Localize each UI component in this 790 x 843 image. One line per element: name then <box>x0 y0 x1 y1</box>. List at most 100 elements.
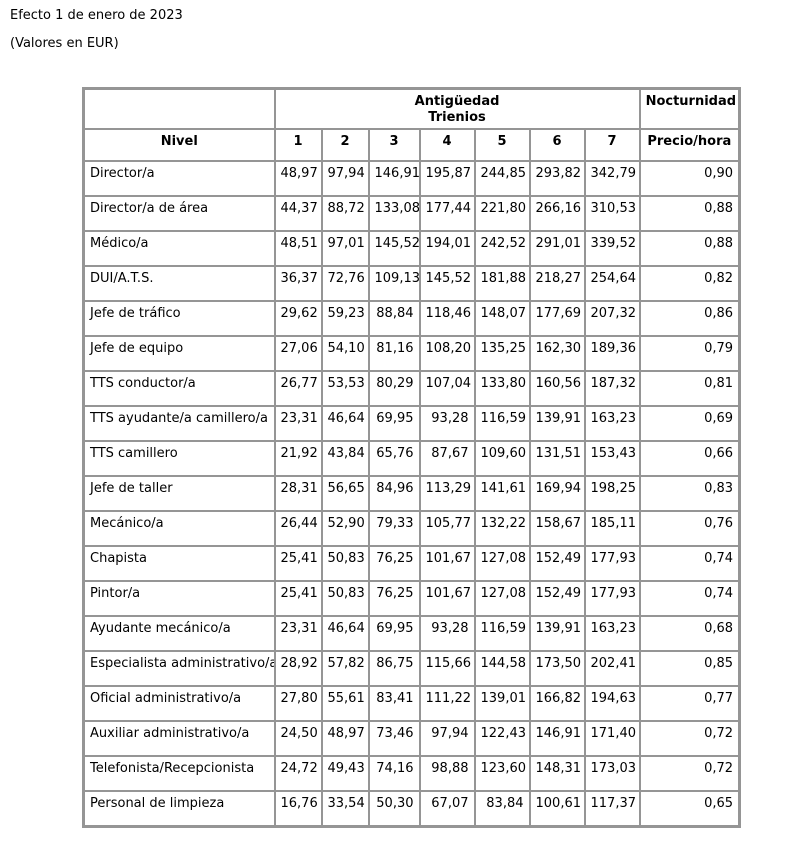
precio-hora-cell: 0,72 <box>638 755 741 793</box>
table-row: Auxiliar administrativo/a 24,50 48,97 73,46… <box>82 720 741 758</box>
trienio-value-cell: 187,32 <box>583 370 641 408</box>
trienio-value-cell: 173,50 <box>528 650 586 688</box>
trienio-value-cell: 113,29 <box>418 475 476 513</box>
precio-hora-cell: 0,90 <box>638 160 741 198</box>
table-row: Médico/a 48,51 97,01 145,52 194,01 242,52 291,… <box>82 230 741 268</box>
trienio-value-cell: 177,44 <box>418 195 476 233</box>
trienio-value-cell: 28,92 <box>273 650 323 688</box>
precio-hora-cell: 0,82 <box>638 265 741 303</box>
trienio-value-cell: 84,96 <box>367 475 421 513</box>
trienio-value-cell: 97,94 <box>418 720 476 758</box>
trienio-value-cell: 116,59 <box>473 405 531 443</box>
nivel-cell: Oficial administrativo/a <box>82 685 276 723</box>
trienio-value-cell: 27,06 <box>273 335 323 373</box>
table-row: Personal de limpieza 16,76 33,54 50,30 67,07… <box>82 790 741 828</box>
precio-hora-cell: 0,88 <box>638 230 741 268</box>
trienio-col-header-5: 5 <box>473 128 531 163</box>
nivel-cell: Personal de limpieza <box>82 790 276 828</box>
nivel-cell: Jefe de taller <box>82 475 276 513</box>
trienio-value-cell: 25,41 <box>273 580 323 618</box>
trienio-value-cell: 133,08 <box>367 195 421 233</box>
trienio-value-cell: 166,82 <box>528 685 586 723</box>
table-row: Pintor/a 25,41 50,83 76,25 101,67 127,08 152,4… <box>82 580 741 618</box>
trienio-value-cell: 118,46 <box>418 300 476 338</box>
precio-hora-cell: 0,81 <box>638 370 741 408</box>
trienio-value-cell: 86,75 <box>367 650 421 688</box>
trienio-value-cell: 133,80 <box>473 370 531 408</box>
trienio-value-cell: 43,84 <box>320 440 370 478</box>
precio-hora-cell: 0,69 <box>638 405 741 443</box>
trienio-value-cell: 185,11 <box>583 510 641 548</box>
trienio-value-cell: 21,92 <box>273 440 323 478</box>
trienio-value-cell: 109,13 <box>367 265 421 303</box>
precio-hora-cell: 0,72 <box>638 720 741 758</box>
trienio-value-cell: 146,91 <box>367 160 421 198</box>
trienio-value-cell: 107,04 <box>418 370 476 408</box>
trienio-value-cell: 98,88 <box>418 755 476 793</box>
nivel-header: Nivel <box>82 128 276 163</box>
trienio-value-cell: 108,20 <box>418 335 476 373</box>
trienio-value-cell: 181,88 <box>473 265 531 303</box>
trienio-value-cell: 202,41 <box>583 650 641 688</box>
precio-hora-cell: 0,68 <box>638 615 741 653</box>
trienio-value-cell: 132,22 <box>473 510 531 548</box>
table-row: Jefe de equipo 27,06 54,10 81,16 108,20 135,2… <box>82 335 741 373</box>
trienio-value-cell: 24,72 <box>273 755 323 793</box>
trienio-value-cell: 293,82 <box>528 160 586 198</box>
precio-hora-cell: 0,86 <box>638 300 741 338</box>
trienio-value-cell: 25,41 <box>273 545 323 583</box>
trienio-value-cell: 131,51 <box>528 440 586 478</box>
trienio-value-cell: 221,80 <box>473 195 531 233</box>
trienio-value-cell: 194,63 <box>583 685 641 723</box>
trienio-col-header-1: 1 <box>273 128 323 163</box>
table-row: Director/a de área 44,37 88,72 133,08 177,44… <box>82 195 741 233</box>
trienio-value-cell: 123,60 <box>473 755 531 793</box>
trienio-value-cell: 266,16 <box>528 195 586 233</box>
trienio-value-cell: 55,61 <box>320 685 370 723</box>
salary-table: Antigüedad Trienios Nocturnidad Nivel 1 … <box>82 86 742 828</box>
trienio-value-cell: 109,60 <box>473 440 531 478</box>
trienio-value-cell: 29,62 <box>273 300 323 338</box>
trienio-value-cell: 177,93 <box>583 545 641 583</box>
precio-hora-cell: 0,88 <box>638 195 741 233</box>
table-row: Jefe de taller 28,31 56,65 84,96 113,29 141,6… <box>82 475 741 513</box>
table-row: DUI/A.T.S. 36,37 72,76 109,13 145,52 181,88 21… <box>82 265 741 303</box>
trienio-value-cell: 163,23 <box>583 615 641 653</box>
nivel-cell: Auxiliar administrativo/a <box>82 720 276 758</box>
trienio-value-cell: 242,52 <box>473 230 531 268</box>
nivel-cell: Director/a <box>82 160 276 198</box>
trienio-value-cell: 50,30 <box>367 790 421 828</box>
nivel-cell: Telefonista/Recepcionista <box>82 755 276 793</box>
trienio-value-cell: 27,80 <box>273 685 323 723</box>
trienio-value-cell: 139,91 <box>528 615 586 653</box>
trienio-value-cell: 52,90 <box>320 510 370 548</box>
trienio-value-cell: 16,76 <box>273 790 323 828</box>
trienio-value-cell: 342,79 <box>583 160 641 198</box>
trienio-value-cell: 146,91 <box>528 720 586 758</box>
precio-hora-cell: 0,76 <box>638 510 741 548</box>
trienio-value-cell: 56,65 <box>320 475 370 513</box>
trienio-value-cell: 339,52 <box>583 230 641 268</box>
trienio-value-cell: 24,50 <box>273 720 323 758</box>
trienio-value-cell: 291,01 <box>528 230 586 268</box>
trienios-label: Trienios <box>428 110 486 126</box>
table-row: Director/a 48,97 97,94 146,91 195,87 244,85 29… <box>82 160 741 198</box>
table-header-group-row: Antigüedad Trienios Nocturnidad <box>82 87 741 131</box>
trienio-value-cell: 72,76 <box>320 265 370 303</box>
trienio-value-cell: 153,43 <box>583 440 641 478</box>
trienio-value-cell: 105,77 <box>418 510 476 548</box>
nivel-cell: Pintor/a <box>82 580 276 618</box>
trienio-value-cell: 111,22 <box>418 685 476 723</box>
table-row: Telefonista/Recepcionista 24,72 49,43 74,16… <box>82 755 741 793</box>
trienio-value-cell: 254,64 <box>583 265 641 303</box>
trienio-value-cell: 44,37 <box>273 195 323 233</box>
trienio-value-cell: 79,33 <box>367 510 421 548</box>
trienio-value-cell: 148,31 <box>528 755 586 793</box>
trienio-value-cell: 127,08 <box>473 545 531 583</box>
trienio-value-cell: 93,28 <box>418 405 476 443</box>
trienio-value-cell: 173,03 <box>583 755 641 793</box>
trienio-value-cell: 139,01 <box>473 685 531 723</box>
trienio-value-cell: 198,25 <box>583 475 641 513</box>
precio-hora-cell: 0,85 <box>638 650 741 688</box>
trienio-value-cell: 76,25 <box>367 545 421 583</box>
